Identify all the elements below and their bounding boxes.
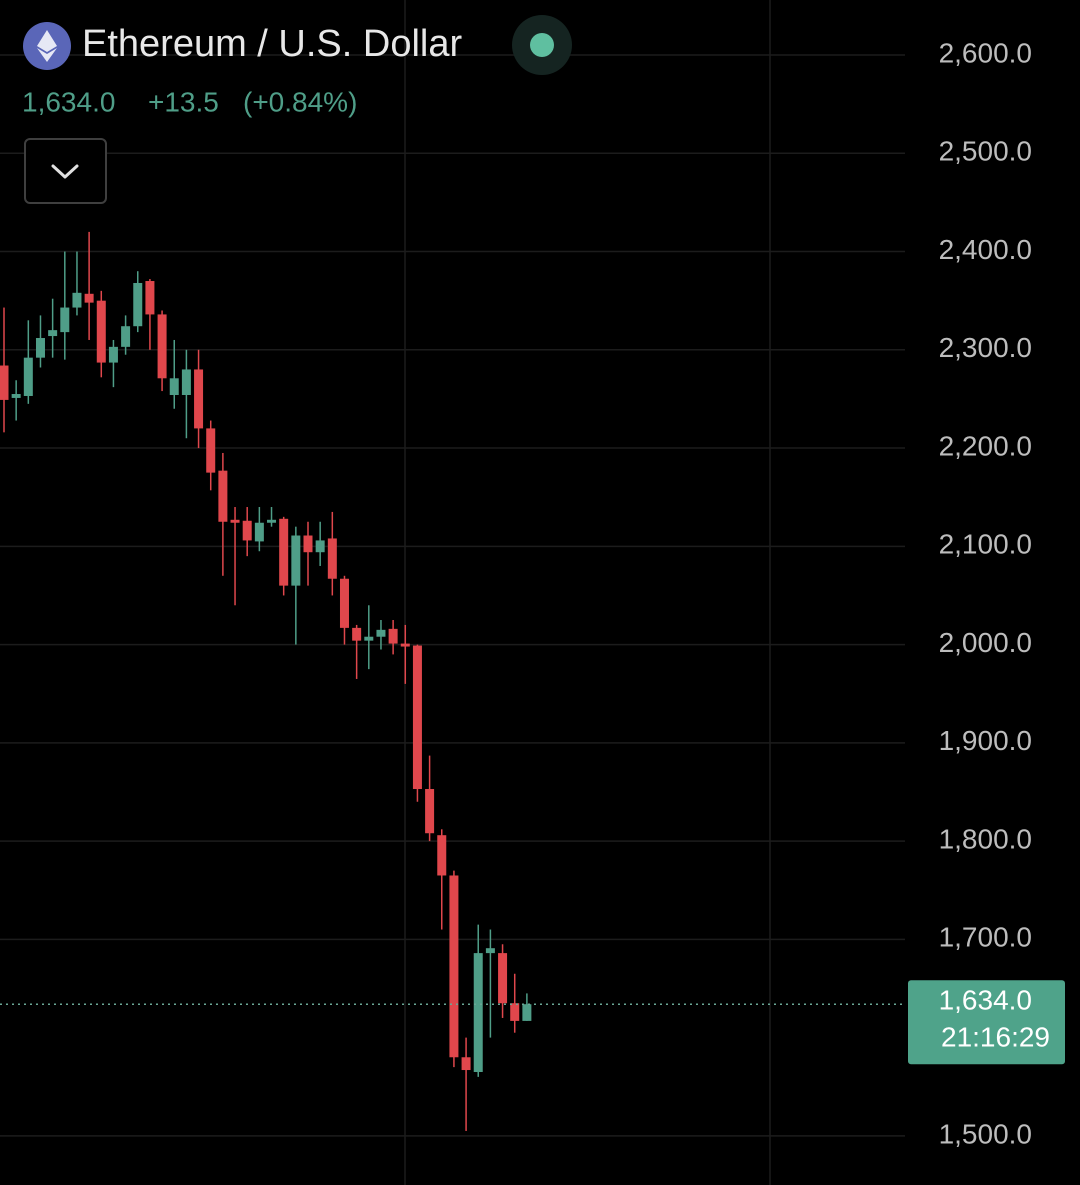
y-axis: 1,500.0 1,700.0 1,800.0 1,900.0 2,000.0 2,100… — [908, 37, 1065, 1149]
candle-body — [121, 326, 131, 347]
dropdown-button[interactable] — [24, 138, 107, 204]
candle-body — [352, 627, 362, 641]
header-change-percent: (+0.84%) — [243, 86, 357, 117]
y-tick-label: 2,500.0 — [939, 136, 1032, 167]
y-tick-label: 2,100.0 — [939, 529, 1032, 560]
candle-body — [96, 300, 106, 363]
candle-body — [291, 535, 301, 586]
candle-body — [242, 520, 252, 541]
candle-body — [315, 540, 325, 553]
countdown: 21:16:29 — [941, 1022, 1050, 1053]
candle-body — [485, 948, 495, 954]
y-tick-label: 2,000.0 — [939, 627, 1032, 658]
candle-body — [206, 428, 216, 473]
candle-body — [267, 519, 277, 523]
candle-body — [23, 357, 33, 396]
candle-body — [169, 378, 179, 395]
plot — [0, 231, 905, 1131]
candle-body — [108, 346, 118, 363]
candle-body — [522, 1004, 532, 1021]
candle-body — [230, 519, 240, 523]
candle-body — [327, 538, 337, 579]
chevron-icon — [51, 164, 79, 179]
candle-body — [254, 522, 264, 542]
candle-body — [339, 578, 349, 628]
candle-body — [400, 643, 410, 647]
candle-body — [72, 292, 82, 308]
candle-body — [218, 470, 228, 522]
candle-body — [279, 518, 289, 586]
candle-body — [498, 953, 508, 1004]
header-change: +13.5 — [148, 86, 219, 117]
y-tick-label: 2,300.0 — [939, 332, 1032, 363]
candle-body — [145, 281, 155, 315]
candle-body — [60, 307, 70, 333]
candle-body — [48, 330, 58, 337]
candle-body — [133, 282, 143, 327]
y-tick-label: 2,400.0 — [939, 234, 1032, 265]
y-tick-label: 1,900.0 — [939, 725, 1032, 756]
candle-body — [35, 338, 45, 358]
candle-body — [461, 1057, 471, 1071]
y-tick-label: 1,800.0 — [939, 823, 1032, 854]
header-price: 1,634.0 — [22, 86, 115, 117]
y-tick-label: 2,600.0 — [939, 37, 1032, 68]
title: Ethereum / U.S. Dollar — [82, 23, 462, 65]
y-tick-label: 1,500.0 — [939, 1118, 1032, 1149]
candle-body — [412, 645, 422, 790]
status-dot — [530, 33, 554, 57]
candle-body — [181, 369, 191, 395]
eth-glyph — [37, 30, 57, 62]
candle-body — [194, 369, 204, 429]
last-price-badge — [908, 980, 1065, 1065]
candle-body — [0, 365, 9, 400]
candle-body — [364, 636, 374, 641]
candle-body — [510, 1003, 520, 1021]
last-price-label: 1,634.0 — [939, 985, 1032, 1016]
candle-body — [157, 314, 167, 379]
candle-body — [303, 535, 313, 553]
candle-body — [437, 835, 447, 876]
candle-body — [473, 953, 483, 1073]
candle-body — [449, 875, 459, 1058]
candle-body — [425, 789, 435, 834]
candle-body — [11, 394, 21, 398]
candle-body — [84, 293, 94, 303]
y-tick-label: 1,700.0 — [939, 922, 1032, 953]
candle-body — [388, 628, 398, 644]
candle-body — [376, 629, 386, 637]
y-tick-label: 2,200.0 — [939, 430, 1032, 461]
grid — [0, 0, 905, 1185]
